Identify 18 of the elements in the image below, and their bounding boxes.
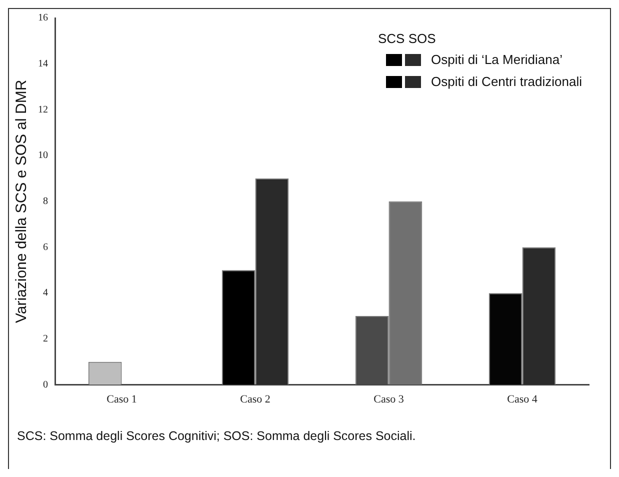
x-tick-label: Caso 2: [240, 393, 270, 406]
y-tick-label: 10: [38, 150, 48, 162]
y-tick-label: 2: [43, 334, 48, 345]
annotation: Ospiti di ‘La Meridiana’: [430, 52, 562, 67]
y-tick-label: 6: [43, 242, 48, 253]
y-tick-label: 8: [43, 196, 48, 208]
x-tick-label: Caso 4: [507, 393, 538, 406]
text: SCS: Somma degli Scores Cognitivi; SOS: Somma degli Scores Sociali.: [17, 429, 416, 443]
y-axis-title: Variazione della SCS e SOS al DMR: [13, 80, 30, 323]
y-tick-label: 12: [38, 104, 48, 116]
legend-title: SCS SOS: [378, 31, 437, 46]
x-tick-label: Caso 1: [106, 393, 137, 406]
y-tick-label: 14: [38, 58, 48, 70]
y-tick-label: 0: [43, 379, 48, 390]
y-tick-label: 16: [38, 12, 48, 24]
x-tick-label: Caso 3: [374, 393, 404, 406]
annotation: Ospiti di Centri tradizionali: [430, 74, 582, 89]
y-tick-label: 4: [43, 288, 48, 299]
